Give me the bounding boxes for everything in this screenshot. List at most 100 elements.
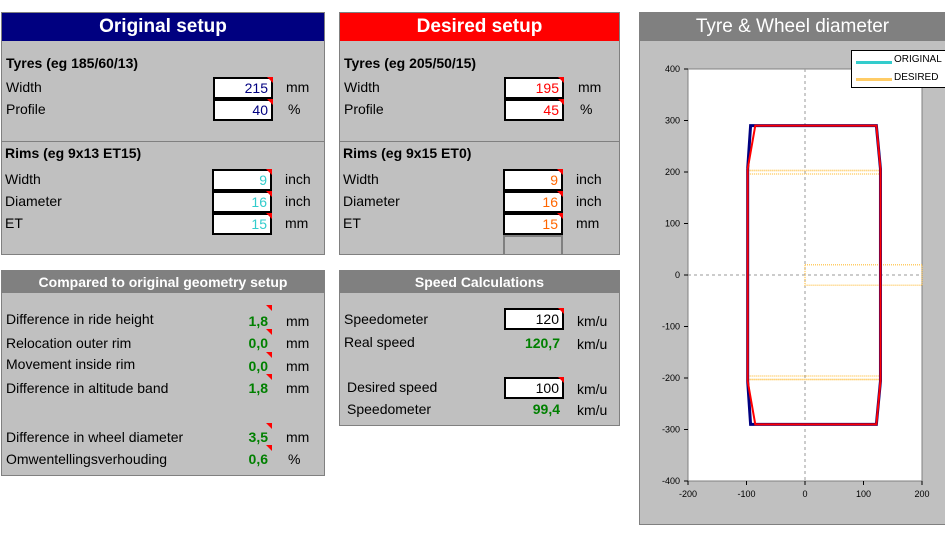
desired-rims-section: Rims (eg 9x15 ET0) Width 9 inch Diameter… xyxy=(340,141,619,256)
comment-marker xyxy=(266,423,272,429)
desired-diameter-input[interactable]: 16 xyxy=(503,191,563,213)
chart-title: Tyre & Wheel diameter xyxy=(640,13,945,41)
x-tick-label: -200 xyxy=(679,489,697,499)
compare-label-ride-height: Difference in ride height xyxy=(6,311,154,327)
comment-marker xyxy=(266,374,272,380)
y-tick-label: 0 xyxy=(675,270,680,280)
y-tick-label: 300 xyxy=(665,116,680,126)
legend-line-desired xyxy=(856,78,892,81)
speedometer2-label: Speedometer xyxy=(347,401,432,417)
y-tick-label: 100 xyxy=(665,219,680,229)
compare-value-inside-rim: 0,0 xyxy=(248,358,268,374)
desired-width-label: Width xyxy=(344,79,380,95)
compare-unit-inside-rim: mm xyxy=(286,358,310,374)
compare-value-wheel-diameter: 3,5 xyxy=(248,429,268,445)
desired-setup-title: Desired setup xyxy=(340,13,619,41)
real-speed-unit: km/u xyxy=(577,336,608,352)
desired-tyres-heading: Tyres (eg 205/50/15) xyxy=(344,55,477,71)
comment-marker xyxy=(266,305,272,311)
original-profile-unit: % xyxy=(288,101,301,117)
original-et-label: ET xyxy=(5,215,23,231)
desired-speed-input[interactable]: 100 xyxy=(504,377,564,399)
compare-unit-outer-rim: mm xyxy=(286,335,310,351)
speedometer2-value: 99,4 xyxy=(532,401,560,417)
y-tick-label: -200 xyxy=(662,373,680,383)
compare-label-altitude-band: Difference in altitude band xyxy=(6,380,169,396)
original-diameter-input[interactable]: 16 xyxy=(212,191,272,213)
comment-marker xyxy=(266,329,272,335)
original-rims-heading: Rims (eg 9x13 ET15) xyxy=(5,145,142,161)
desired-rim-width-input[interactable]: 9 xyxy=(503,169,563,191)
compare-value-rotation-ratio: 0,6 xyxy=(248,451,268,467)
compare-label-outer-rim: Relocation outer rim xyxy=(6,335,132,351)
original-width-input[interactable]: 215 xyxy=(213,77,273,99)
rim-outline xyxy=(804,263,923,287)
y-tick-label: -100 xyxy=(662,322,680,332)
compare-unit-altitude-band: mm xyxy=(286,380,310,396)
speedometer-input[interactable]: 120 xyxy=(504,308,564,330)
compare-label-wheel-diameter: Difference in wheel diameter xyxy=(6,429,184,445)
desired-rim-width-unit: inch xyxy=(576,171,602,187)
desired-rim-width-label: Width xyxy=(343,171,379,187)
compare-value-outer-rim: 0,0 xyxy=(248,335,268,351)
desired-et-unit: mm xyxy=(576,215,600,231)
compare-panel: Compared to original geometry setup Diff… xyxy=(1,270,325,476)
compare-unit-rotation-ratio: % xyxy=(288,451,301,467)
desired-speed-label: Desired speed xyxy=(347,379,438,395)
desired-diameter-unit: inch xyxy=(576,193,602,209)
compare-unit-wheel-diameter: mm xyxy=(286,429,310,445)
comment-marker xyxy=(266,352,272,358)
original-rim-width-label: Width xyxy=(5,171,41,187)
compare-title: Compared to original geometry setup xyxy=(2,271,324,293)
y-tick-label: 200 xyxy=(665,167,680,177)
original-profile-input[interactable]: 40 xyxy=(213,99,273,121)
compare-value-altitude-band: 1,8 xyxy=(248,380,268,396)
desired-profile-input[interactable]: 45 xyxy=(504,99,564,121)
original-et-input[interactable]: 15 xyxy=(212,213,272,235)
desired-profile-unit: % xyxy=(580,101,593,117)
speedometer-unit: km/u xyxy=(577,313,608,329)
desired-et-label: ET xyxy=(343,215,361,231)
desired-et-input[interactable]: 15 xyxy=(503,213,563,235)
original-width-unit: mm xyxy=(286,79,310,95)
desired-speed-unit: km/u xyxy=(577,381,608,397)
original-rim-width-unit: inch xyxy=(285,171,311,187)
original-et-unit: mm xyxy=(285,215,309,231)
chart-legend: ORIGINAL DESIRED xyxy=(851,50,945,88)
legend-line-original xyxy=(856,61,892,64)
tyre-wheel-chart: -400 -300 -200 -100 0 100 200 300 400 -200 -100 0 10… xyxy=(662,64,930,499)
speed-title: Speed Calculations xyxy=(340,271,619,293)
original-profile-label: Profile xyxy=(6,101,46,117)
x-tick-label: 0 xyxy=(802,489,807,499)
series-line-desired xyxy=(746,124,882,426)
speed-panel: Speed Calculations Speedometer 120 km/u … xyxy=(339,270,620,426)
original-tyres-heading: Tyres (eg 185/60/13) xyxy=(6,55,139,71)
compare-unit-ride-height: mm xyxy=(286,313,310,329)
original-rims-section: Rims (eg 9x13 ET15) Width 9 inch Diamete… xyxy=(2,141,324,256)
original-setup-title: Original setup xyxy=(2,13,324,41)
desired-rims-heading: Rims (eg 9x15 ET0) xyxy=(343,145,472,161)
x-tick-label: -100 xyxy=(737,489,755,499)
desired-width-input[interactable]: 195 xyxy=(504,77,564,99)
compare-value-ride-height: 1,8 xyxy=(248,313,268,329)
compare-label-rotation-ratio: Omwentellingsverhouding xyxy=(6,451,168,467)
y-tick-label: -400 xyxy=(662,476,680,486)
desired-setup-panel: Desired setup Tyres (eg 205/50/15) Width… xyxy=(339,12,620,255)
y-tick-label: -300 xyxy=(662,425,680,435)
real-speed-label: Real speed xyxy=(344,334,415,350)
speedometer2-unit: km/u xyxy=(577,402,608,418)
selected-cell[interactable] xyxy=(503,235,563,255)
x-tick-label: 100 xyxy=(856,489,871,499)
desired-diameter-label: Diameter xyxy=(343,193,400,209)
original-width-label: Width xyxy=(6,79,42,95)
chart-panel: Tyre & Wheel diameter -400 -300 -200 -100 0 1… xyxy=(639,12,945,525)
y-tick-label: 400 xyxy=(665,64,680,74)
desired-profile-label: Profile xyxy=(344,101,384,117)
speedometer-label: Speedometer xyxy=(344,311,429,327)
desired-width-unit: mm xyxy=(578,79,602,95)
legend-label-desired: DESIRED xyxy=(894,72,939,83)
compare-label-inside-rim: Movement inside rim xyxy=(6,356,136,372)
original-rim-width-input[interactable]: 9 xyxy=(212,169,272,191)
original-setup-panel: Original setup Tyres (eg 185/60/13) Widt… xyxy=(1,12,325,255)
comment-marker xyxy=(266,445,272,451)
